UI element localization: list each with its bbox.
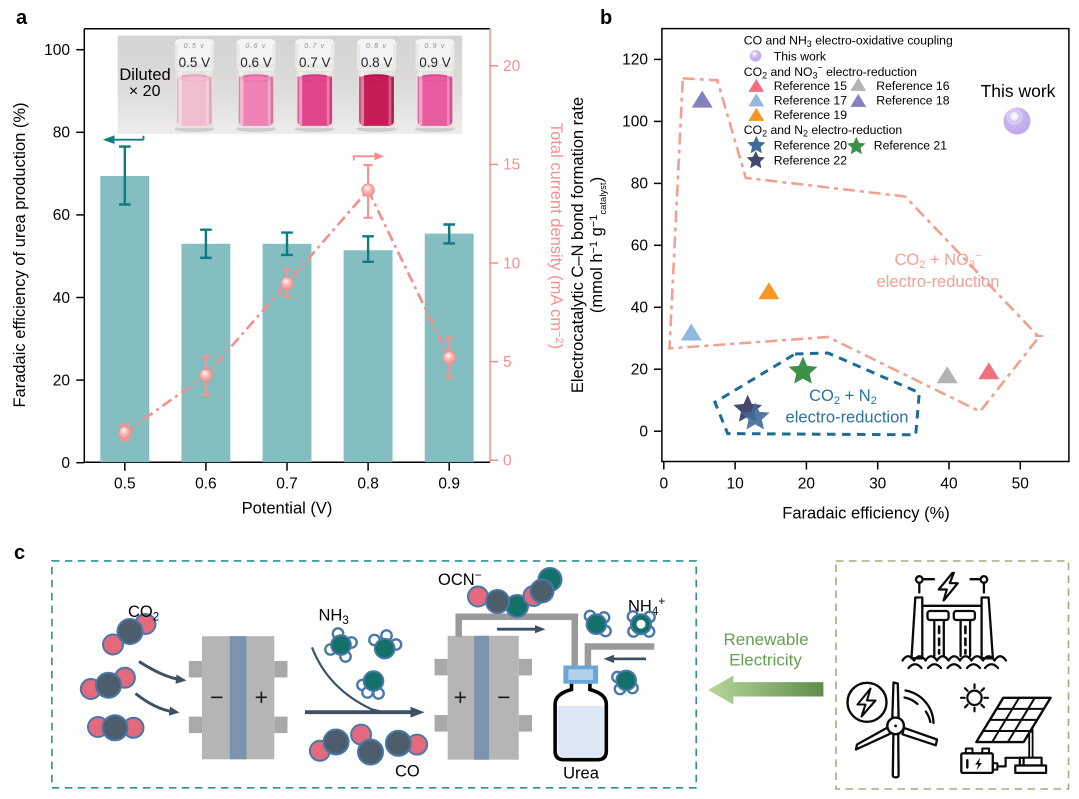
svg-text:This work: This work (981, 81, 1056, 101)
svg-text:20: 20 (53, 372, 71, 389)
svg-text:+: + (454, 684, 467, 710)
svg-text:OCN−: OCN− (438, 568, 482, 589)
svg-text:0.5: 0.5 (114, 476, 136, 493)
svg-text:(mmol h−1 g−1catalyst): (mmol h−1 g−1catalyst) (588, 177, 609, 313)
svg-text:NH3: NH3 (319, 607, 349, 628)
svg-text:b: b (600, 7, 612, 29)
svg-text:Total current density (mA cm−2: Total current density (mA cm−2) (547, 123, 565, 349)
svg-text:CO and NH3 electro-oxidative c: CO and NH3 electro-oxidative coupling (744, 34, 953, 50)
svg-text:Reference 22: Reference 22 (774, 154, 847, 168)
svg-text:Reference 21: Reference 21 (874, 139, 947, 153)
svg-text:20: 20 (631, 362, 649, 379)
svg-text:0.6 v: 0.6 v (245, 43, 266, 50)
svg-text:15: 15 (503, 157, 520, 174)
svg-text:0.9 V: 0.9 V (419, 55, 451, 70)
svg-text:CO2 and NO3− electro-reduction: CO2 and NO3− electro-reduction (744, 62, 917, 80)
svg-text:10: 10 (726, 476, 744, 493)
svg-text:0: 0 (639, 424, 648, 441)
svg-text:Reference 18: Reference 18 (876, 94, 949, 108)
svg-text:0.6: 0.6 (195, 476, 217, 493)
svg-text:0.5 V: 0.5 V (179, 55, 211, 70)
svg-text:20: 20 (503, 58, 521, 75)
svg-text:100: 100 (44, 42, 70, 59)
svg-text:20: 20 (798, 476, 816, 493)
svg-text:0.8: 0.8 (357, 476, 379, 493)
svg-text:c: c (14, 542, 25, 564)
svg-text:60: 60 (53, 207, 71, 224)
svg-text:0: 0 (61, 455, 70, 472)
svg-text:CO2 and N2 electro-reduction: CO2 and N2 electro-reduction (744, 123, 902, 139)
svg-text:−: − (497, 684, 510, 710)
svg-text:0.8 v: 0.8 v (366, 43, 387, 50)
svg-text:0.5 v: 0.5 v (184, 43, 205, 50)
svg-text:Reference 17: Reference 17 (774, 94, 847, 108)
svg-text:80: 80 (631, 176, 649, 193)
svg-text:80: 80 (53, 125, 71, 142)
svg-text:−: − (210, 684, 223, 710)
svg-text:Urea: Urea (563, 765, 600, 783)
svg-text:This work: This work (774, 49, 827, 63)
svg-text:Electrocatalytic C–N bond form: Electrocatalytic C–N bond formation rate (569, 97, 587, 393)
svg-text:0: 0 (503, 453, 512, 470)
svg-text:a: a (16, 7, 28, 29)
svg-text:electro-reduction: electro-reduction (786, 409, 909, 427)
svg-text:0.8 V: 0.8 V (361, 55, 393, 70)
svg-text:120: 120 (622, 52, 648, 69)
svg-text:0.7 v: 0.7 v (304, 43, 325, 50)
svg-text:40: 40 (631, 300, 649, 317)
svg-text:Reference 20: Reference 20 (774, 139, 847, 153)
svg-text:CO2: CO2 (128, 603, 159, 624)
svg-text:+: + (255, 684, 268, 710)
svg-text:Reference 16: Reference 16 (876, 79, 949, 93)
svg-text:5: 5 (503, 354, 512, 371)
svg-text:electro-reduction: electro-reduction (877, 273, 1000, 291)
svg-text:Reference 19: Reference 19 (774, 108, 847, 122)
svg-text:10: 10 (503, 255, 521, 272)
svg-text:0.9 v: 0.9 v (424, 43, 445, 50)
svg-text:40: 40 (940, 476, 958, 493)
svg-text:Faradaic efficiency (%): Faradaic efficiency (%) (782, 505, 950, 523)
svg-text:0.9: 0.9 (438, 476, 460, 493)
svg-text:100: 100 (622, 114, 648, 131)
svg-text:CO: CO (395, 763, 420, 781)
svg-text:50: 50 (1012, 476, 1030, 493)
svg-text:0.7: 0.7 (276, 476, 298, 493)
svg-text:Faradaic efficiency of urea pr: Faradaic efficiency of urea production (… (11, 102, 29, 407)
svg-text:Electricity: Electricity (729, 651, 802, 670)
svg-text:CO2 + N2: CO2 + N2 (809, 387, 877, 407)
svg-text:CO2 + NO3−: CO2 + NO3− (895, 250, 982, 271)
svg-text:Potential (V): Potential (V) (242, 500, 333, 518)
svg-text:Reference 15: Reference 15 (774, 79, 847, 93)
svg-text:Diluted: Diluted (119, 66, 170, 84)
svg-text:× 20: × 20 (129, 83, 161, 100)
svg-text:Renewable: Renewable (723, 630, 808, 649)
svg-text:0.7 V: 0.7 V (299, 55, 331, 70)
svg-text:40: 40 (53, 290, 71, 307)
svg-text:60: 60 (631, 238, 649, 255)
svg-text:30: 30 (869, 476, 887, 493)
svg-text:0: 0 (659, 476, 668, 493)
svg-text:0.6 V: 0.6 V (240, 55, 272, 70)
